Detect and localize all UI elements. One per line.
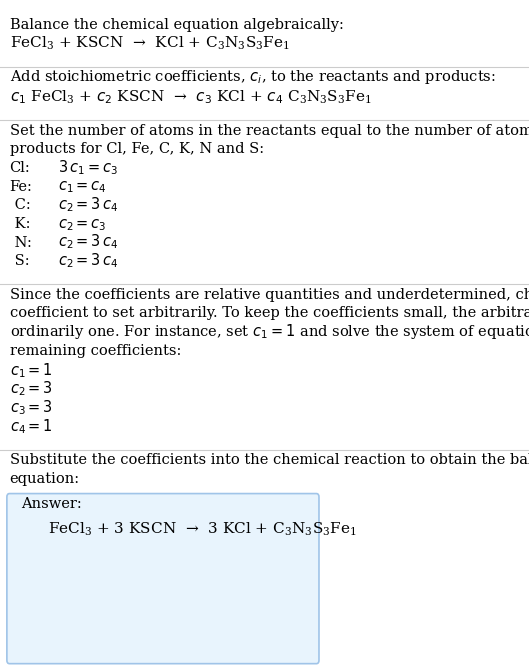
Text: ordinarily one. For instance, set $c_1 = 1$ and solve the system of equations fo: ordinarily one. For instance, set $c_1 =… [10, 322, 529, 341]
Text: Substitute the coefficients into the chemical reaction to obtain the balanced: Substitute the coefficients into the che… [10, 454, 529, 467]
Text: Balance the chemical equation algebraically:: Balance the chemical equation algebraica… [10, 18, 343, 31]
Text: $c_1 = 1$: $c_1 = 1$ [10, 361, 52, 380]
Text: Add stoichiometric coefficients, $c_i$, to the reactants and products:: Add stoichiometric coefficients, $c_i$, … [10, 69, 495, 86]
Text: S:: S: [10, 255, 29, 268]
Text: $c_2 = 3$: $c_2 = 3$ [10, 380, 52, 398]
Text: $c_2 = 3\,c_4$: $c_2 = 3\,c_4$ [58, 195, 119, 214]
Text: Cl:: Cl: [10, 161, 30, 175]
Text: Answer:: Answer: [21, 498, 82, 511]
Text: $\mathregular{FeCl_3}$ + 3 KSCN  →  3 KCl + $\mathregular{C_3N_3S_3Fe_1}$: $\mathregular{FeCl_3}$ + 3 KSCN → 3 KCl … [48, 521, 357, 538]
Text: Fe:: Fe: [10, 180, 32, 193]
Text: Set the number of atoms in the reactants equal to the number of atoms in the: Set the number of atoms in the reactants… [10, 124, 529, 137]
Text: $c_2 = c_3$: $c_2 = c_3$ [58, 217, 107, 233]
Text: K:: K: [10, 217, 30, 231]
Text: $c_3 = 3$: $c_3 = 3$ [10, 398, 52, 417]
Text: $c_2 = 3\,c_4$: $c_2 = 3\,c_4$ [58, 233, 119, 251]
Text: $3\,c_1 = c_3$: $3\,c_1 = c_3$ [58, 158, 118, 177]
Text: products for Cl, Fe, C, K, N and S:: products for Cl, Fe, C, K, N and S: [10, 143, 263, 156]
Text: coefficient to set arbitrarily. To keep the coefficients small, the arbitrary va: coefficient to set arbitrarily. To keep … [10, 307, 529, 320]
Text: Since the coefficients are relative quantities and underdetermined, choose a: Since the coefficients are relative quan… [10, 288, 529, 301]
FancyBboxPatch shape [7, 494, 319, 664]
Text: $c_4 = 1$: $c_4 = 1$ [10, 417, 52, 436]
Text: $c_1$ $\mathregular{FeCl_3}$ + $c_2$ KSCN  →  $c_3$ KCl + $c_4$ $\mathregular{C_: $c_1$ $\mathregular{FeCl_3}$ + $c_2$ KSC… [10, 89, 371, 106]
Text: $c_2 = 3\,c_4$: $c_2 = 3\,c_4$ [58, 251, 119, 270]
Text: $\mathregular{FeCl_3}$ + KSCN  →  KCl + $\mathregular{C_3N_3S_3Fe_1}$: $\mathregular{FeCl_3}$ + KSCN → KCl + $\… [10, 35, 289, 53]
Text: remaining coefficients:: remaining coefficients: [10, 344, 181, 358]
Text: $c_1 = c_4$: $c_1 = c_4$ [58, 180, 107, 195]
Text: C:: C: [10, 199, 30, 212]
Text: equation:: equation: [10, 472, 80, 486]
Text: N:: N: [10, 236, 31, 249]
